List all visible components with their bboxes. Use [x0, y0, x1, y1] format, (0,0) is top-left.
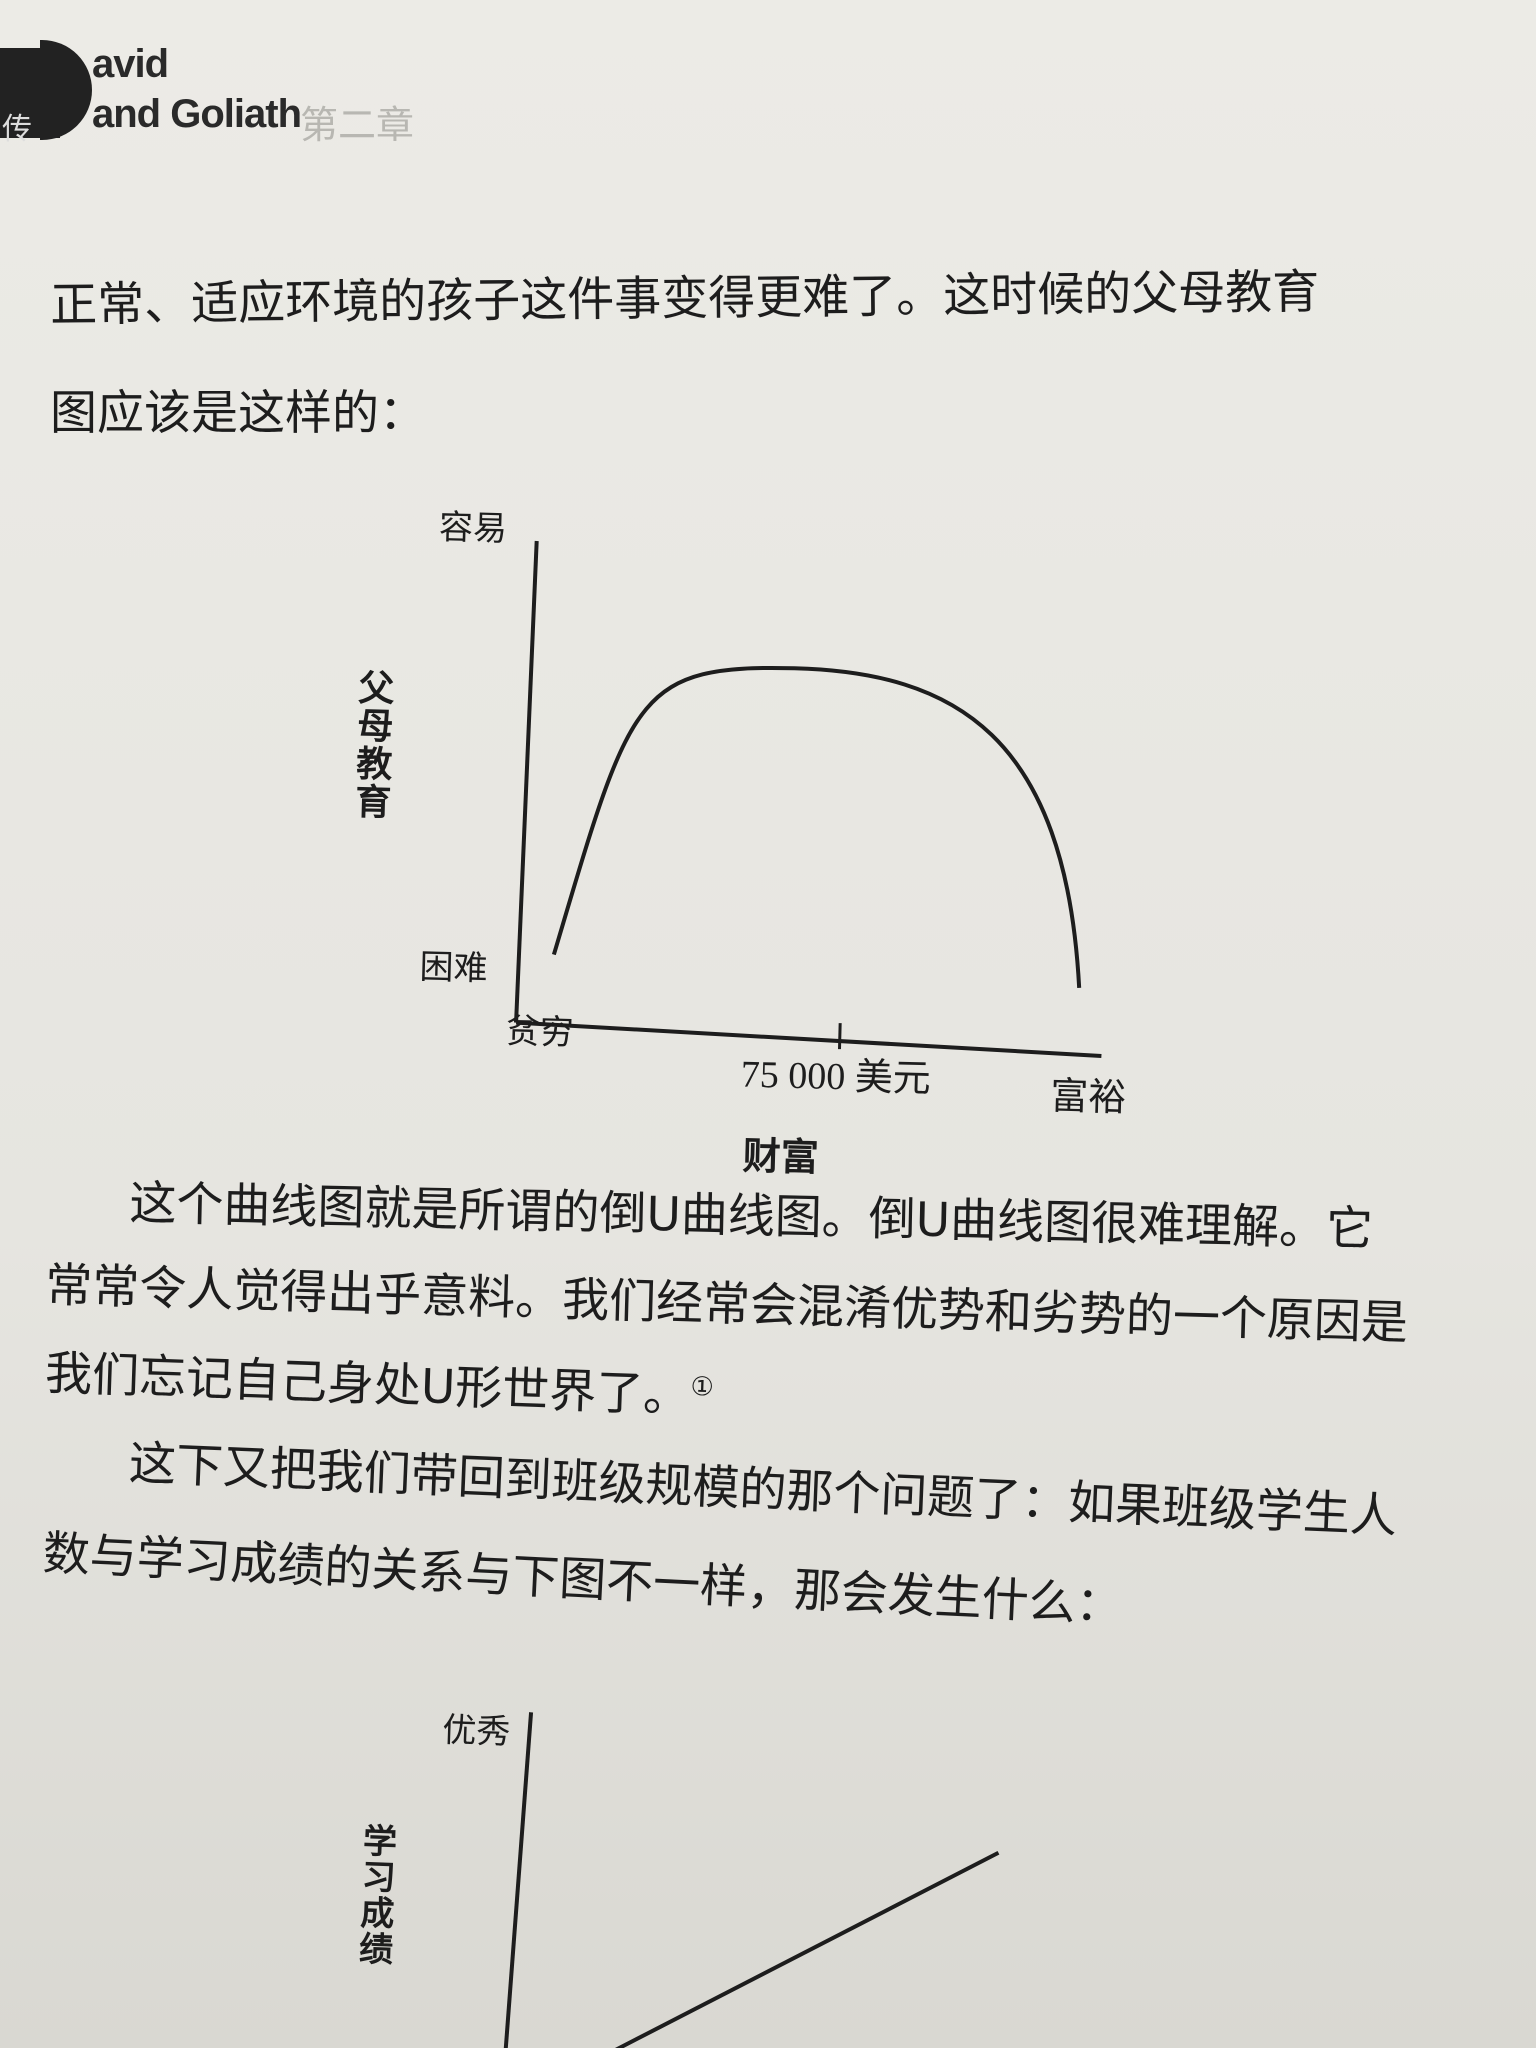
chart2-ytick-excellent: 优秀	[442, 1710, 511, 1752]
chart2-y-axis-label: 学习成绩	[352, 1821, 397, 1967]
chart1-xtick-rich: 富裕	[1050, 1074, 1127, 1120]
running-header: 传 avid and Goliath 第二章	[0, 18, 520, 147]
chart1-ytick-hard: 困难	[419, 947, 488, 989]
inverted-u-chart: 容易 困难 贫穷 75 000 美元 富裕 财富 父母教育	[349, 507, 1127, 1180]
chart1-xtick-poor: 贫穷	[505, 1011, 574, 1053]
header-chapter: 第二章	[300, 103, 415, 147]
chart1-x-axis	[515, 1020, 1102, 1058]
header-title-line2: and Goliath	[92, 92, 302, 136]
chart1-x-axis-label: 财富	[742, 1134, 819, 1180]
header-side-char: 传	[2, 112, 32, 147]
chart1-curve	[551, 665, 1082, 988]
header-title-line1: avid	[92, 42, 169, 86]
paragraph-line: 图应该是这样的：	[50, 386, 426, 441]
chart1-ytick-easy: 容易	[438, 507, 507, 549]
chart2-line	[589, 1850, 1000, 2048]
chart1-x-tick	[837, 1023, 842, 1050]
chart1-y-axis	[514, 540, 539, 1023]
chart2-y-axis	[502, 1712, 534, 2048]
chart1-y-axis-label: 父母教育	[349, 668, 395, 821]
chart1-xtick-mid: 75 000 美元	[740, 1054, 931, 1101]
